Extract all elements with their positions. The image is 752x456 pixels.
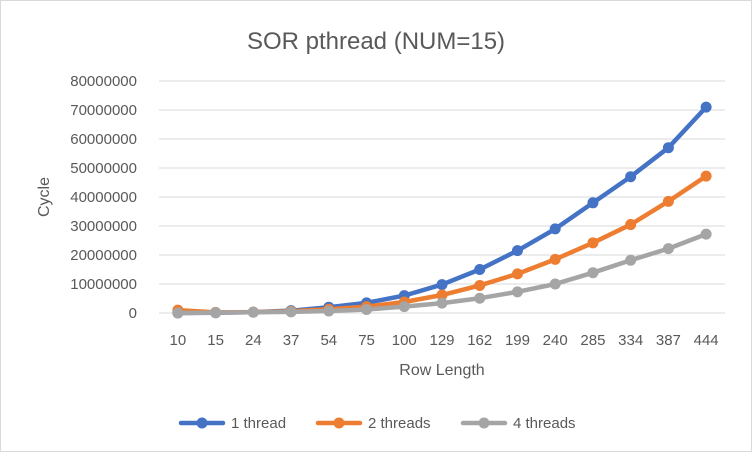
data-point xyxy=(172,307,184,319)
data-point xyxy=(625,171,637,183)
y-tick-label: 70000000 xyxy=(70,102,137,119)
data-point xyxy=(662,243,674,255)
data-point xyxy=(398,301,410,313)
data-point xyxy=(700,101,712,113)
data-point xyxy=(662,195,674,207)
series-2 xyxy=(172,170,712,318)
data-point xyxy=(511,268,523,280)
data-point xyxy=(625,219,637,231)
legend-label: 4 threads xyxy=(513,415,576,432)
data-point xyxy=(511,245,523,257)
x-tick-label: 444 xyxy=(694,332,719,349)
y-tick-label: 0 xyxy=(129,305,137,322)
data-point xyxy=(700,170,712,182)
x-axis-ticks: 10 15 24 37 54 75 100 129 162 199 240 285 334 387 444 xyxy=(170,332,719,349)
data-point xyxy=(436,297,448,309)
legend-item: 2 threads xyxy=(315,415,431,432)
data-point xyxy=(549,278,561,290)
data-point xyxy=(474,264,486,275)
data-point xyxy=(474,279,486,291)
y-tick-label: 20000000 xyxy=(70,247,137,264)
data-point xyxy=(474,292,486,304)
x-tick-label: 162 xyxy=(467,332,492,349)
y-tick-label: 40000000 xyxy=(70,189,137,206)
y-tick-label: 80000000 xyxy=(70,73,137,90)
x-axis-title: Row Length xyxy=(399,362,484,379)
y-tick-label: 60000000 xyxy=(70,131,137,148)
x-tick-label: 37 xyxy=(283,332,300,349)
series-lines xyxy=(172,101,712,319)
y-axis-title: Cycle xyxy=(36,177,53,217)
data-point xyxy=(247,306,259,318)
chart-title: SOR pthread (NUM=15) xyxy=(247,28,505,55)
y-tick-label: 50000000 xyxy=(70,160,137,177)
x-tick-label: 15 xyxy=(207,332,224,349)
x-tick-label: 285 xyxy=(580,332,605,349)
x-tick-label: 240 xyxy=(543,332,568,349)
data-point xyxy=(549,253,561,265)
data-point xyxy=(210,307,222,319)
x-tick-label: 54 xyxy=(320,332,337,349)
data-point xyxy=(587,237,599,249)
data-point xyxy=(511,286,523,298)
x-tick-label: 199 xyxy=(505,332,530,349)
x-tick-label: 24 xyxy=(245,332,262,349)
data-point xyxy=(662,142,674,154)
y-tick-label: 10000000 xyxy=(70,276,137,293)
legend: 1 thread 2 threads 4 threads xyxy=(178,415,576,432)
data-point xyxy=(625,254,637,266)
x-tick-label: 10 xyxy=(170,332,187,349)
gridlines xyxy=(159,80,725,314)
x-tick-label: 334 xyxy=(618,332,643,349)
data-point xyxy=(587,267,599,279)
data-point xyxy=(549,223,561,235)
x-tick-label: 75 xyxy=(358,332,375,349)
data-point xyxy=(361,304,373,316)
legend-swatch-marker xyxy=(478,417,490,429)
legend-swatch-marker xyxy=(333,417,345,429)
series-1 xyxy=(172,101,712,319)
legend-item: 4 threads xyxy=(460,415,576,432)
legend-item: 1 thread xyxy=(178,415,286,432)
x-tick-label: 129 xyxy=(429,332,454,349)
y-axis-ticks: 0 10000000 20000000 30000000 40000000 5000000… xyxy=(70,73,137,322)
data-point xyxy=(436,279,448,291)
data-point xyxy=(587,197,599,209)
legend-swatch-marker xyxy=(196,417,208,429)
legend-label: 1 thread xyxy=(231,415,286,432)
data-point xyxy=(323,305,335,317)
x-tick-label: 100 xyxy=(392,332,417,349)
data-point xyxy=(700,228,712,240)
data-point xyxy=(285,306,297,318)
legend-label: 2 threads xyxy=(368,415,431,432)
data-point xyxy=(436,289,448,301)
y-tick-label: 30000000 xyxy=(70,218,137,235)
series-3 xyxy=(172,228,712,319)
x-tick-label: 387 xyxy=(656,332,681,349)
